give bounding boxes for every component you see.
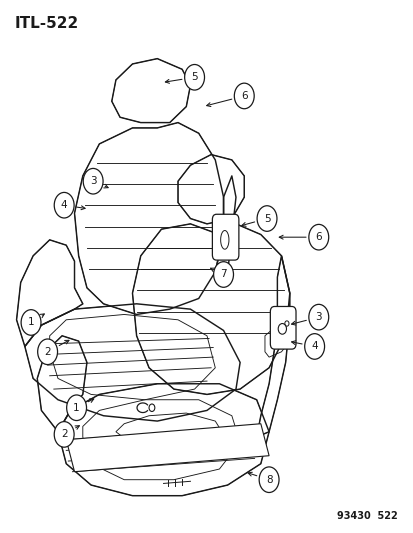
Text: 2: 2 [44, 347, 51, 357]
Circle shape [308, 304, 328, 330]
Circle shape [38, 339, 57, 365]
Circle shape [54, 422, 74, 447]
Text: 2: 2 [61, 430, 67, 439]
Circle shape [83, 168, 103, 194]
Polygon shape [178, 155, 244, 224]
Polygon shape [66, 424, 268, 472]
Circle shape [259, 467, 278, 492]
Text: 3: 3 [90, 176, 96, 186]
Polygon shape [256, 256, 289, 437]
Polygon shape [74, 123, 223, 314]
Circle shape [213, 262, 233, 287]
Text: 6: 6 [240, 91, 247, 101]
FancyBboxPatch shape [270, 306, 295, 349]
Text: 3: 3 [315, 312, 321, 322]
Circle shape [21, 310, 41, 335]
Text: 8: 8 [265, 475, 272, 484]
Polygon shape [112, 59, 190, 123]
Text: 7: 7 [220, 270, 226, 279]
Circle shape [256, 206, 276, 231]
Circle shape [304, 334, 324, 359]
Text: 1: 1 [73, 403, 80, 413]
Text: 5: 5 [263, 214, 270, 223]
Text: 4: 4 [61, 200, 67, 210]
Circle shape [308, 224, 328, 250]
Circle shape [234, 83, 254, 109]
Polygon shape [25, 304, 240, 421]
Polygon shape [132, 224, 289, 394]
Text: 93430  522: 93430 522 [336, 511, 396, 521]
FancyBboxPatch shape [212, 214, 238, 260]
Text: ITL-522: ITL-522 [14, 16, 78, 31]
Text: 5: 5 [191, 72, 197, 82]
Polygon shape [58, 384, 268, 496]
Polygon shape [17, 240, 83, 346]
Circle shape [66, 395, 86, 421]
Circle shape [54, 192, 74, 218]
Polygon shape [37, 336, 87, 432]
Circle shape [184, 64, 204, 90]
Text: 6: 6 [315, 232, 321, 242]
Text: 4: 4 [311, 342, 317, 351]
Text: 1: 1 [28, 318, 34, 327]
